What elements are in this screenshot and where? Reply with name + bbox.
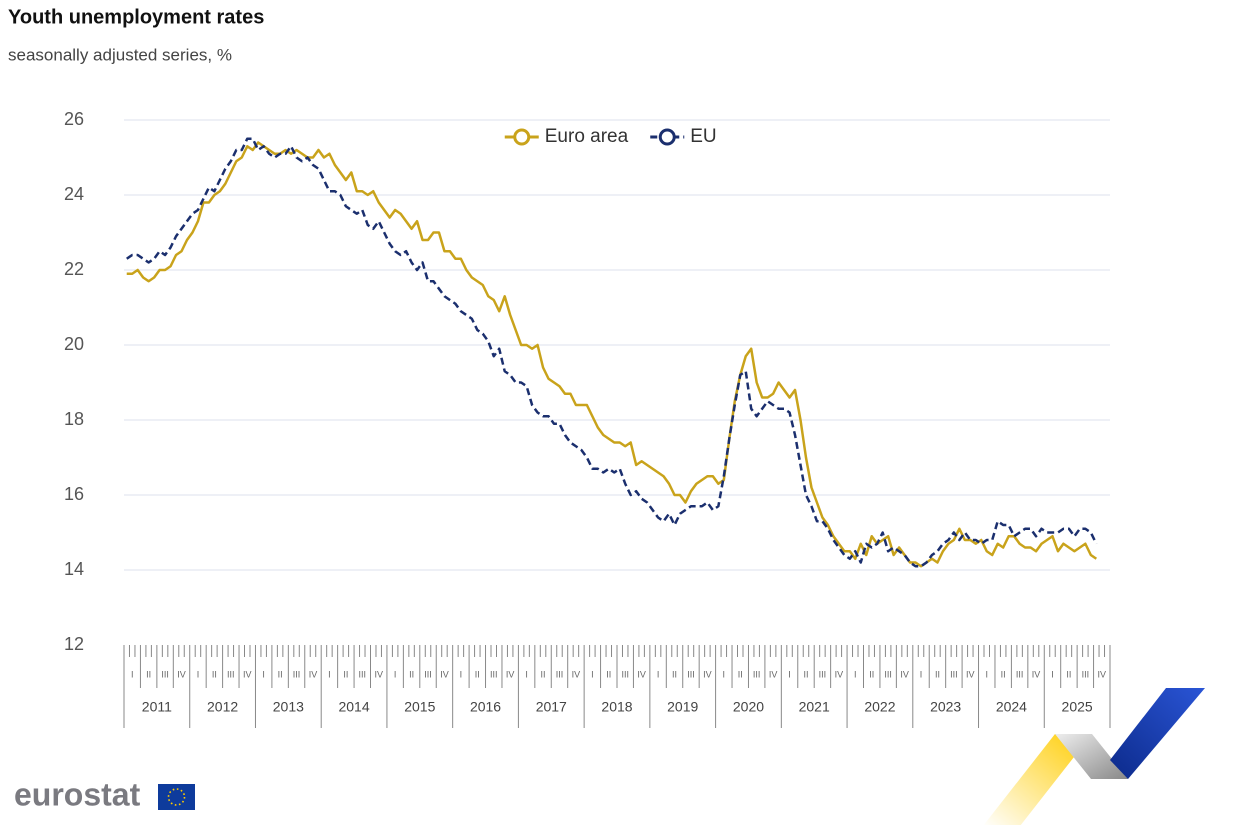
x-quarter-label: III [1016, 669, 1024, 679]
x-quarter-label: IV [440, 669, 449, 679]
x-quarter-label: IV [1032, 669, 1041, 679]
x-quarter-label: III [161, 669, 169, 679]
x-quarter-label: I [525, 669, 528, 679]
x-quarter-label: III [950, 669, 958, 679]
x-quarter-label: I [1051, 669, 1054, 679]
x-quarter-label: II [475, 669, 480, 679]
x-quarter-label: I [131, 669, 134, 679]
x-quarter-label: I [328, 669, 331, 679]
x-quarter-label: IV [637, 669, 646, 679]
x-quarter-label: I [985, 669, 988, 679]
y-tick-label: 24 [64, 184, 84, 204]
x-quarter-label: II [869, 669, 874, 679]
x-quarter-label: II [1066, 669, 1071, 679]
chart-title: Youth unemployment rates [8, 6, 264, 28]
y-tick-label: 20 [64, 334, 84, 354]
x-quarter-label: II [803, 669, 808, 679]
x-quarter-label: III [819, 669, 827, 679]
x-quarter-label: IV [374, 669, 383, 679]
x-year-label: 2017 [536, 699, 567, 715]
x-quarter-label: II [606, 669, 611, 679]
y-tick-label: 26 [64, 109, 84, 129]
x-quarter-label: III [621, 669, 629, 679]
x-quarter-label: I [460, 669, 463, 679]
x-quarter-label: II [146, 669, 151, 679]
x-quarter-label: I [591, 669, 594, 679]
x-year-label: 2012 [207, 699, 238, 715]
x-quarter-label: I [262, 669, 265, 679]
x-year-label: 2020 [733, 699, 764, 715]
x-quarter-label: III [490, 669, 498, 679]
x-quarter-label: I [657, 669, 660, 679]
x-quarter-label: III [227, 669, 235, 679]
legend-label: Euro area [545, 126, 629, 147]
x-quarter-label: III [1082, 669, 1090, 679]
x-quarter-label: I [854, 669, 857, 679]
x-quarter-label: II [1001, 669, 1006, 679]
x-quarter-label: III [753, 669, 761, 679]
eu-flag [158, 784, 195, 810]
x-quarter-label: I [723, 669, 726, 679]
x-quarter-label: IV [835, 669, 844, 679]
x-year-label: 2023 [930, 699, 961, 715]
x-year-label: 2019 [667, 699, 698, 715]
x-quarter-label: I [920, 669, 923, 679]
y-tick-label: 14 [64, 559, 84, 579]
x-quarter-label: I [197, 669, 200, 679]
x-quarter-label: IV [506, 669, 515, 679]
x-quarter-label: II [278, 669, 283, 679]
x-quarter-label: III [359, 669, 367, 679]
x-quarter-label: I [788, 669, 791, 679]
line-series [126, 137, 1098, 568]
x-quarter-label: III [556, 669, 564, 679]
x-quarter-label: IV [177, 669, 186, 679]
x-quarter-label: IV [243, 669, 252, 679]
y-tick-label: 16 [64, 484, 84, 504]
x-quarter-label: III [884, 669, 892, 679]
logo-text: eurostat [14, 776, 141, 812]
x-year-label: 2021 [799, 699, 830, 715]
decoration [983, 688, 1205, 826]
x-quarter-label: IV [900, 669, 909, 679]
x-quarter-label: III [424, 669, 432, 679]
x-quarter-label: IV [966, 669, 975, 679]
legend-marker [658, 128, 676, 146]
x-quarter-label: I [394, 669, 397, 679]
x-year-label: 2025 [1062, 699, 1093, 715]
x-quarter-label: II [343, 669, 348, 679]
x-quarter-label: II [935, 669, 940, 679]
x-quarter-label: IV [769, 669, 778, 679]
x-quarter-label: IV [572, 669, 581, 679]
x-quarter-label: III [687, 669, 695, 679]
x-quarter-label: II [409, 669, 414, 679]
x-year-label: 2013 [273, 699, 304, 715]
x-year-label: 2018 [601, 699, 632, 715]
legend-marker [513, 128, 531, 146]
x-quarter-label: IV [703, 669, 712, 679]
x-quarter-label: IV [1098, 669, 1107, 679]
x-year-label: 2016 [470, 699, 501, 715]
x-year-label: 2015 [404, 699, 435, 715]
x-quarter-label: II [672, 669, 677, 679]
x-year-label: 2011 [142, 699, 172, 715]
y-tick-label: 18 [64, 409, 84, 429]
y-tick-label: 12 [64, 634, 84, 654]
x-quarter-label: II [541, 669, 546, 679]
x-year-label: 2022 [864, 699, 895, 715]
chart-subtitle: seasonally adjusted series, % [8, 45, 232, 64]
y-tick-label: 22 [64, 259, 84, 279]
x-year-label: 2014 [338, 699, 369, 715]
x-quarter-label: IV [309, 669, 318, 679]
line-series [126, 141, 1098, 568]
x-quarter-label: II [738, 669, 743, 679]
legend-label: EU [690, 126, 716, 147]
x-year-label: 2024 [996, 699, 1027, 715]
x-quarter-label: II [212, 669, 217, 679]
x-quarter-label: III [293, 669, 301, 679]
